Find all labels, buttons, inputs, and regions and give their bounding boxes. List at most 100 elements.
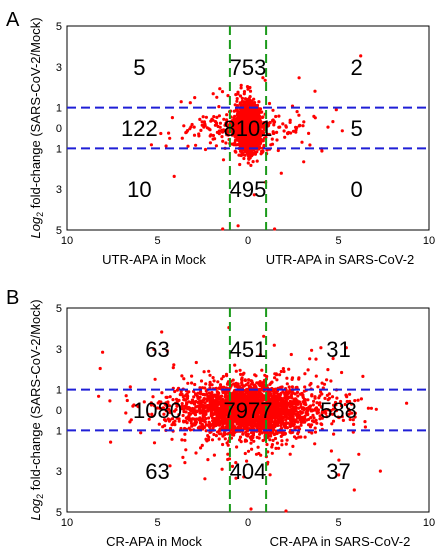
y-axis-label: Log2 fold-change (SARS-CoV-2/Mock) xyxy=(28,17,45,238)
scatter-point xyxy=(256,445,260,449)
scatter-point xyxy=(236,224,240,228)
scatter-point xyxy=(249,141,253,145)
scatter-point xyxy=(201,115,205,119)
scatter-point xyxy=(124,411,128,415)
scatter-point xyxy=(277,125,281,129)
scatter-point xyxy=(292,419,296,423)
scatter-point xyxy=(235,445,239,449)
scatter-point xyxy=(356,398,360,402)
scatter-point xyxy=(184,410,188,414)
x-tick-label: 10 xyxy=(423,235,435,247)
scatter-point xyxy=(316,385,320,389)
scatter-point xyxy=(292,411,296,415)
scatter-point xyxy=(357,452,361,456)
y-tick-label: 5 xyxy=(56,303,62,315)
scatter-point xyxy=(183,432,187,436)
scatter-point xyxy=(201,398,206,402)
scatter-point xyxy=(247,153,251,157)
scatter-point xyxy=(185,401,189,405)
scatter-point xyxy=(180,392,184,397)
scatter-point xyxy=(304,411,308,415)
scatter-point xyxy=(214,144,218,148)
scatter-point xyxy=(190,374,194,378)
panel-letter: A xyxy=(6,9,20,31)
scatter-point xyxy=(289,422,293,426)
x-tick-label: 5 xyxy=(335,517,341,529)
scatter-point xyxy=(290,376,295,380)
region-count: 5 xyxy=(133,55,145,80)
scatter-point xyxy=(193,382,197,387)
region-count: 753 xyxy=(230,55,267,80)
scatter-point xyxy=(203,477,207,481)
scatter-point xyxy=(209,119,213,123)
scatter-point xyxy=(306,398,310,402)
scatter-point xyxy=(171,422,175,426)
scatter-point xyxy=(299,420,303,424)
scatter-point xyxy=(216,380,220,384)
scatter-point xyxy=(280,400,284,404)
scatter-point xyxy=(208,141,212,145)
region-count: 122 xyxy=(121,116,158,141)
scatter-point xyxy=(348,392,352,396)
scatter-point xyxy=(200,422,204,427)
scatter-point xyxy=(238,162,242,167)
scatter-point xyxy=(298,123,302,127)
region-count: 63 xyxy=(145,459,169,484)
scatter-point xyxy=(188,101,192,105)
scatter-point xyxy=(97,394,101,398)
scatter-point xyxy=(243,451,247,456)
scatter-point xyxy=(287,395,291,399)
scatter-point xyxy=(201,408,205,412)
scatter-point xyxy=(215,95,219,99)
scatter-point xyxy=(186,417,190,421)
scatter-point xyxy=(128,385,132,389)
scatter-point xyxy=(202,414,206,418)
scatter-point xyxy=(195,409,199,413)
scatter-point xyxy=(235,97,239,101)
y-tick-label: 0 xyxy=(56,405,62,417)
scatter-point xyxy=(207,369,211,373)
region-count: 31 xyxy=(326,337,350,362)
scatter-point xyxy=(183,398,188,402)
scatter-point xyxy=(313,396,317,400)
scatter-point xyxy=(285,376,289,380)
scatter-point xyxy=(208,373,212,377)
scatter-point xyxy=(234,390,238,394)
region-count: 404 xyxy=(230,459,267,484)
scatter-points xyxy=(149,54,363,231)
scatter-point xyxy=(202,120,206,124)
scatter-point xyxy=(243,97,248,101)
scatter-point xyxy=(189,419,193,423)
scatter-point xyxy=(98,366,102,371)
panel-b: B Log2 fold-change (SARS-CoV-2/Mock) 531… xyxy=(6,287,435,549)
scatter-point xyxy=(211,376,215,380)
scatter-point xyxy=(273,436,278,441)
scatter-point xyxy=(193,417,197,421)
scatter-point xyxy=(220,90,225,94)
scatter-point xyxy=(295,110,299,114)
scatter-point xyxy=(241,391,245,396)
scatter-point xyxy=(274,373,279,377)
scatter-point xyxy=(257,451,261,456)
scatter-point xyxy=(238,368,242,372)
scatter-point xyxy=(312,399,316,403)
scatter-point xyxy=(257,394,261,398)
scatter-point xyxy=(247,157,251,161)
region-count: 451 xyxy=(230,337,267,362)
region-count: 10 xyxy=(127,177,151,202)
scatter-point xyxy=(257,381,261,385)
scatter-point xyxy=(180,374,184,378)
scatter-point xyxy=(215,393,219,397)
scatter-point xyxy=(187,411,191,416)
scatter-point xyxy=(279,434,283,438)
scatter-point xyxy=(250,382,254,386)
scatter-point xyxy=(235,99,239,103)
scatter-point xyxy=(279,171,283,175)
scatter-point xyxy=(310,393,314,397)
scatter-point xyxy=(340,129,344,133)
scatter-point xyxy=(304,403,308,407)
scatter-point xyxy=(267,434,271,438)
scatter-point xyxy=(212,453,216,457)
scatter-point xyxy=(260,368,264,372)
